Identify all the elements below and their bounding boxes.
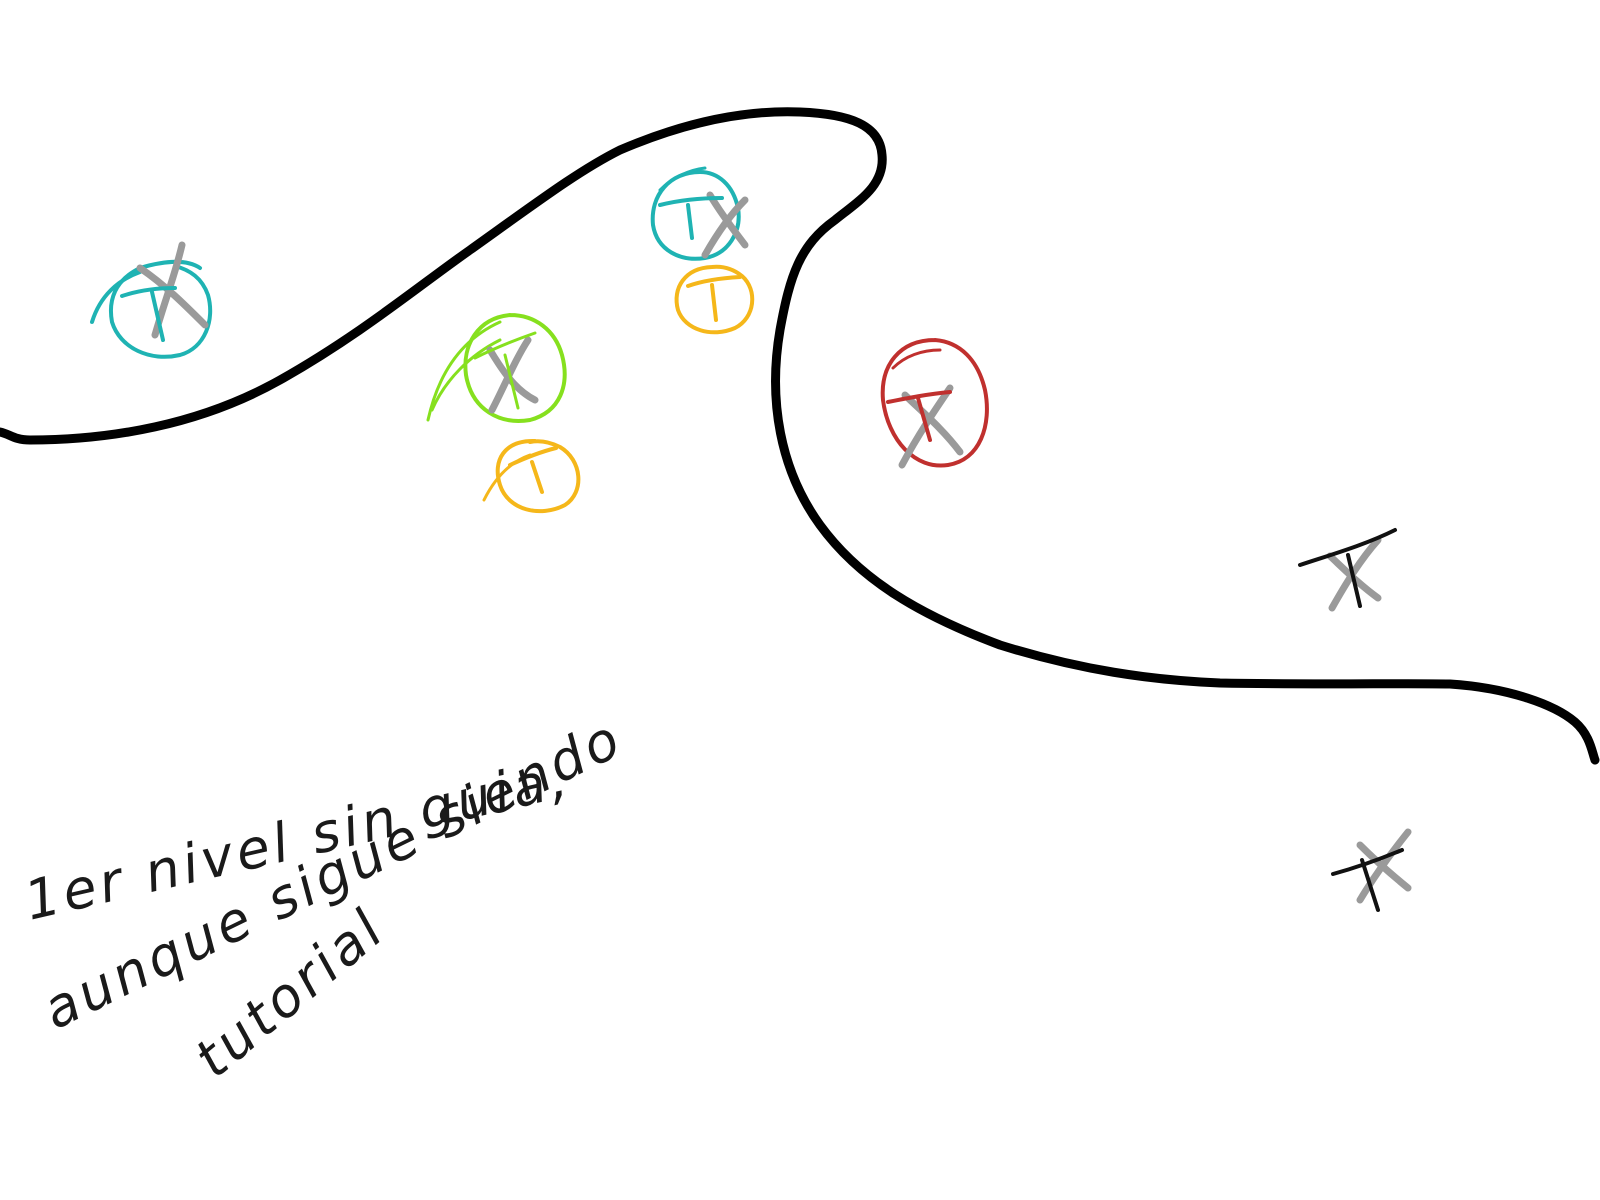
wave-outline bbox=[0, 107, 1600, 765]
handwritten-note: 1er nivel sin guia, aunque sigue siendo … bbox=[19, 706, 633, 1090]
marker-green bbox=[426, 313, 567, 423]
marker-teal-top bbox=[650, 166, 749, 261]
marker-black-lower bbox=[1331, 828, 1412, 912]
marker-black-upper bbox=[1298, 528, 1397, 612]
marker-amber-top bbox=[674, 264, 755, 335]
marker-teal-left bbox=[90, 241, 213, 359]
marker-amber-lower bbox=[482, 438, 581, 514]
marker-red bbox=[880, 338, 989, 469]
